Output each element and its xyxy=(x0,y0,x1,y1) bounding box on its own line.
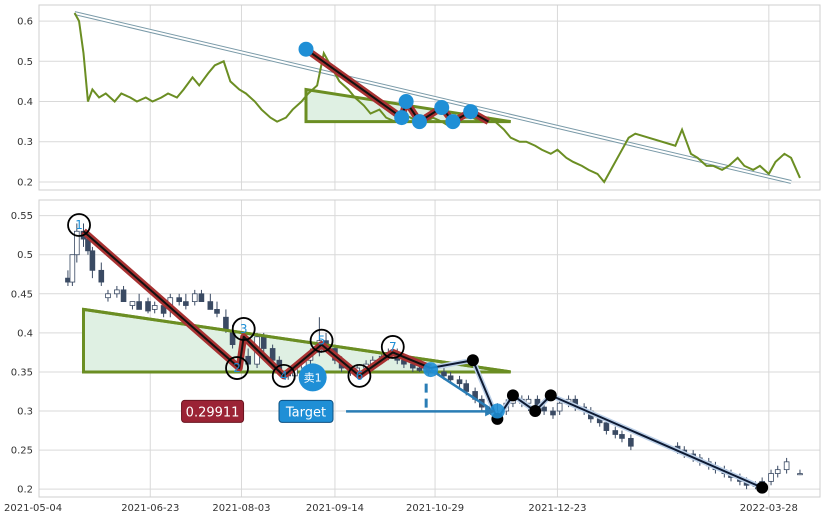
x-tick-label: 2022-03-28 xyxy=(740,503,798,514)
pivot-circle xyxy=(380,335,405,359)
bottom-y-tick-label: 0.25 xyxy=(11,446,33,457)
bottom-y-tick-label: 0.2 xyxy=(17,485,33,496)
bottom-y-tick-label: 0.35 xyxy=(11,367,33,378)
bottom-y-tick-label: 0.55 xyxy=(11,211,33,222)
target-badge-text: Target xyxy=(285,405,326,420)
bottom-y-tick-label: 0.4 xyxy=(17,328,33,339)
projection-dot xyxy=(423,362,439,378)
candle-body xyxy=(768,473,774,482)
pivot-number: 1 xyxy=(75,218,83,232)
top-pivot-marker xyxy=(398,94,414,110)
trend-pivot-dot xyxy=(506,389,519,402)
candle-body xyxy=(183,301,189,306)
trend-pivot-dot xyxy=(544,389,557,402)
top-y-tick-label: 0.5 xyxy=(17,57,33,68)
candle-body xyxy=(541,406,547,412)
top-y-tick-label: 0.4 xyxy=(17,97,33,108)
bottom-y-tick-label: 0.45 xyxy=(11,289,33,300)
candle-body xyxy=(441,371,447,377)
bottom-y-tick-label: 0.5 xyxy=(17,250,33,261)
pivot-circle xyxy=(347,363,372,388)
top-pivot-marker xyxy=(394,110,410,126)
top-channel-inner xyxy=(74,12,792,183)
candle-body xyxy=(556,402,563,412)
price-badge-text: 0.29911 xyxy=(186,405,240,420)
bottom-y-tick-label: 0.3 xyxy=(17,407,33,418)
candle-body xyxy=(612,430,619,435)
target-badge xyxy=(278,399,334,423)
candle-body xyxy=(136,301,142,310)
sell-marker-label: 卖1 xyxy=(304,371,322,384)
pivot-number: 7 xyxy=(389,340,397,354)
x-tick-label: 2021-10-29 xyxy=(406,503,464,514)
candle-body xyxy=(69,254,76,283)
candle-body xyxy=(114,289,120,295)
top-y-tick-label: 0.6 xyxy=(17,17,33,28)
pivot-circle xyxy=(67,213,91,237)
top-panel: 0.2 0.3 0.4 0.5 0.6 xyxy=(17,4,821,191)
candle-body xyxy=(120,289,127,303)
top-pivot-marker xyxy=(434,100,450,116)
candle-body xyxy=(98,269,105,283)
candle-body xyxy=(628,437,634,447)
candle-body xyxy=(456,379,463,385)
trend-pivot-dot xyxy=(529,405,542,418)
candle-body xyxy=(223,316,229,330)
pivot-number: 3 xyxy=(240,322,248,336)
sell-marker xyxy=(298,363,327,392)
candle-body xyxy=(129,301,136,306)
candle-body xyxy=(525,398,532,404)
pivot-number: 5 xyxy=(318,334,326,348)
candle-body xyxy=(207,301,214,310)
top-y-tick-label: 0.3 xyxy=(17,137,33,148)
x-tick-label: 2021-05-04 xyxy=(4,503,62,514)
candle-body xyxy=(603,422,610,431)
candle-body xyxy=(74,230,80,256)
projection-dot xyxy=(489,403,505,419)
candle-body xyxy=(783,461,790,471)
pivot-circle xyxy=(271,363,296,388)
candle-body xyxy=(550,410,556,416)
candle-body xyxy=(145,301,151,312)
pivot-number: 2 xyxy=(233,361,241,375)
top-pivot-marker xyxy=(411,114,427,130)
candle-body xyxy=(214,309,220,314)
top-panel-frame xyxy=(38,4,821,191)
trend-pivot-dot xyxy=(756,481,769,494)
bottom-triangle-upper-edge xyxy=(83,307,511,374)
candle-body xyxy=(151,305,158,310)
candle-body xyxy=(198,293,205,303)
pivot-number: 4 xyxy=(280,369,288,383)
candle-body xyxy=(176,297,182,303)
pivot-number: 6 xyxy=(356,369,364,383)
pivot-circle xyxy=(309,328,334,353)
x-tick-label: 2021-12-23 xyxy=(528,503,586,514)
candle-body xyxy=(774,469,781,474)
trend-pivot-dot xyxy=(466,354,479,367)
pivot-circle xyxy=(231,317,256,341)
candle-body xyxy=(105,293,111,299)
x-tick-label: 2021-09-14 xyxy=(306,503,364,514)
top-pivot-marker xyxy=(445,114,461,130)
candle-body xyxy=(797,473,803,476)
candle-body xyxy=(89,250,96,271)
bottom-panel-frame xyxy=(38,199,821,498)
candle-body xyxy=(416,367,423,371)
price-badge xyxy=(181,399,245,423)
target-arrowhead xyxy=(485,406,496,417)
top-pivot-marker xyxy=(298,41,314,57)
candle-body xyxy=(260,336,267,349)
candle-body xyxy=(191,293,198,303)
candle-body xyxy=(269,348,276,361)
candle-body xyxy=(619,434,625,439)
projection-arrow xyxy=(429,368,491,410)
top-pivot-marker xyxy=(463,104,479,120)
candle-body xyxy=(447,375,454,381)
x-tick-label: 2021-08-03 xyxy=(212,503,270,514)
x-tick-label: 2021-06-23 xyxy=(121,503,179,514)
pivot-circle xyxy=(225,356,249,380)
top-y-tick-label: 0.2 xyxy=(17,177,33,188)
